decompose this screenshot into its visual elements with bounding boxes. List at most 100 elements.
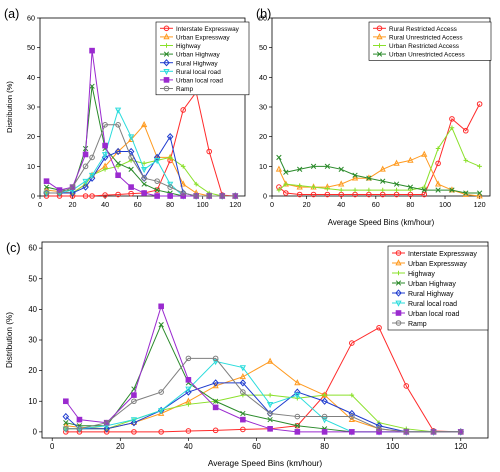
- legend-box: [368, 21, 492, 61]
- data-point: [348, 415, 355, 422]
- data-point: [321, 413, 328, 420]
- data-point: [158, 429, 164, 435]
- legend-label: Rural Unrestricted Access: [389, 34, 463, 41]
- data-point: [325, 186, 330, 191]
- data-point: [266, 401, 274, 409]
- x-axis-label: Average Speed Bins (km/hour): [328, 218, 435, 227]
- data-point: [63, 398, 69, 405]
- y-tick-label: 30: [27, 103, 35, 112]
- data-point: [476, 192, 483, 199]
- data-point: [206, 193, 213, 199]
- data-point: [185, 355, 192, 362]
- data-point: [276, 187, 282, 193]
- data-point: [154, 187, 160, 193]
- data-point: [89, 193, 95, 199]
- data-point: [76, 426, 83, 432]
- data-point: [103, 419, 110, 426]
- data-point: [403, 429, 410, 435]
- legend-swatch-marker: [163, 59, 170, 67]
- data-point: [127, 147, 135, 156]
- x-tick-label: 20: [116, 442, 125, 451]
- data-point: [115, 164, 121, 169]
- data-point: [43, 178, 50, 184]
- legend-label: Urban Expressway: [408, 261, 467, 268]
- data-point: [185, 388, 192, 396]
- series-urban-restricted-access: [276, 125, 482, 193]
- data-point: [321, 429, 328, 435]
- data-point: [131, 429, 137, 435]
- panel-c: (c) 0 10 20 30 40 50 60 0 20 40 60 80 100 120 Distribut…: [5, 241, 489, 468]
- x-tick-label: 40: [337, 200, 345, 209]
- data-point: [158, 409, 165, 416]
- data-point: [141, 161, 147, 166]
- data-point: [102, 167, 108, 172]
- data-point: [89, 83, 95, 89]
- data-point: [297, 183, 302, 188]
- data-point: [56, 190, 63, 196]
- x-tick-label: 60: [134, 200, 142, 209]
- legend-swatch-marker: [163, 25, 170, 32]
- series-line: [46, 124, 236, 197]
- data-point: [463, 158, 469, 163]
- panel-a: (a) 0 10 20 30 40 50 60 0 20 40 60 80 100 120 Distribut…: [4, 7, 250, 209]
- x-tick-label: 60: [252, 442, 261, 451]
- data-point: [283, 190, 289, 196]
- x-tick-label: 80: [166, 200, 174, 209]
- data-point: [103, 425, 110, 433]
- data-point: [275, 165, 283, 172]
- x-axis-label: Average Speed Bins (km/hour): [208, 458, 323, 468]
- data-point: [82, 183, 89, 191]
- legend-label: Ramp: [176, 86, 193, 93]
- data-point: [297, 166, 303, 172]
- data-point: [239, 372, 246, 380]
- data-point: [324, 191, 331, 198]
- data-point: [310, 191, 317, 198]
- data-point: [102, 142, 108, 149]
- series-line: [65, 304, 461, 433]
- data-point: [212, 398, 219, 404]
- legend-label: Urban Highway: [408, 281, 456, 288]
- series-line: [65, 394, 461, 433]
- data-point: [294, 413, 301, 420]
- data-point: [193, 193, 199, 199]
- x-tick-label: 100: [197, 200, 209, 209]
- data-point: [212, 379, 219, 387]
- data-point: [154, 178, 160, 184]
- data-point: [180, 107, 186, 113]
- data-point: [267, 392, 273, 398]
- data-point: [62, 412, 70, 421]
- data-point: [349, 340, 355, 346]
- y-tick-label: 40: [259, 73, 267, 82]
- legend-label: Rural Highway: [408, 291, 454, 298]
- x-tick-label: 20: [69, 200, 77, 209]
- x-tick-label: 120: [474, 200, 486, 209]
- data-point: [449, 125, 455, 131]
- data-point: [130, 417, 138, 424]
- legend-swatch-marker: [395, 289, 402, 297]
- series-urban-highway: [43, 83, 238, 199]
- data-point: [131, 392, 137, 398]
- data-point: [166, 133, 174, 141]
- legend-label: Rural Highway: [176, 60, 218, 67]
- data-point: [63, 426, 69, 432]
- data-point: [101, 152, 109, 159]
- data-point: [283, 181, 289, 187]
- y-tick-label: 60: [28, 244, 37, 253]
- x-tick-label: 40: [184, 442, 193, 451]
- x-tick-label: 60: [372, 200, 380, 209]
- data-point: [239, 379, 247, 387]
- legend-swatch-marker: [163, 77, 170, 83]
- data-point: [463, 190, 469, 196]
- data-point: [167, 193, 173, 199]
- data-point: [167, 184, 173, 190]
- data-point: [185, 428, 192, 434]
- y-tick-label: 30: [259, 103, 267, 112]
- data-point: [128, 166, 134, 172]
- data-point: [141, 181, 147, 187]
- series-ramp: [63, 355, 464, 435]
- data-point: [321, 417, 328, 424]
- y-tick-label: 20: [28, 366, 37, 375]
- data-point: [69, 189, 76, 197]
- data-point: [114, 147, 122, 156]
